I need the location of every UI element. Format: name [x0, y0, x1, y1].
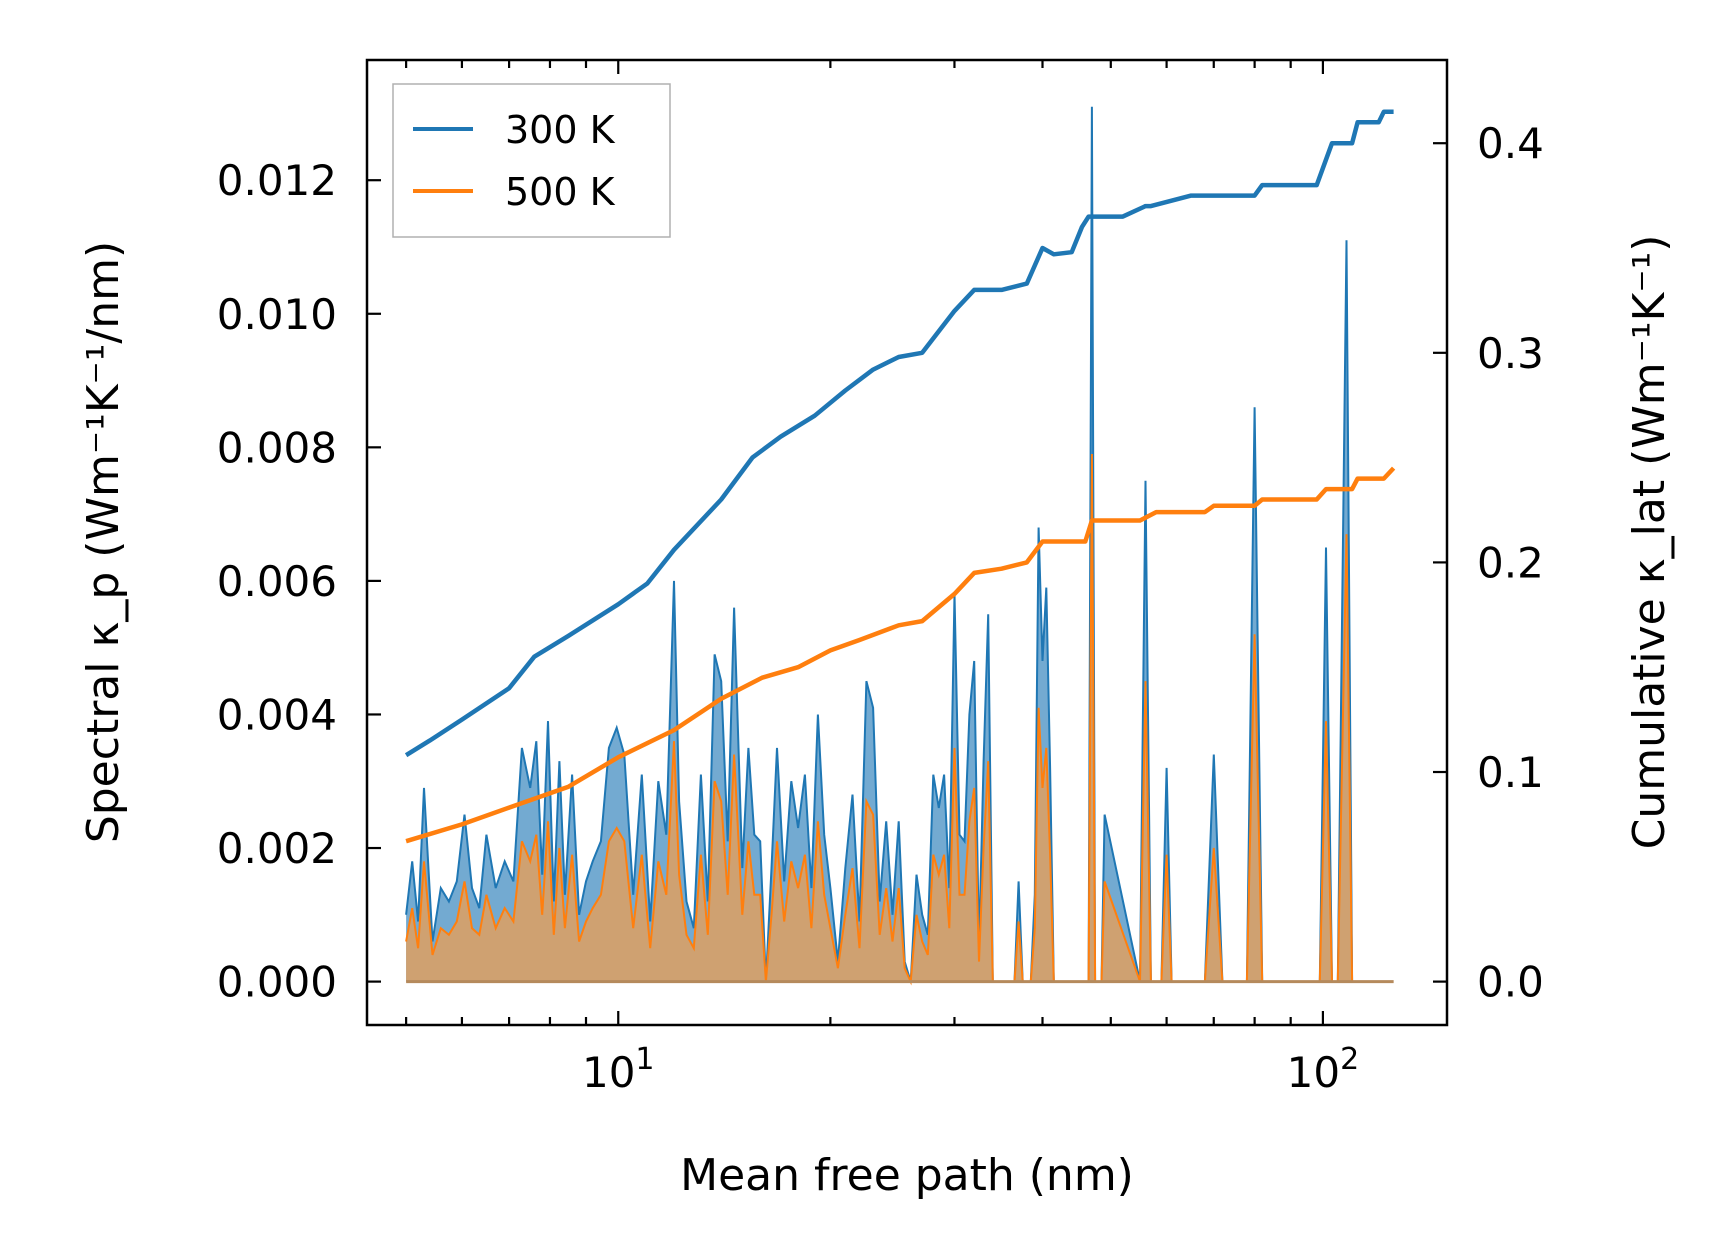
y-right-tick-label: 0.3: [1477, 329, 1544, 378]
axis-ticks: [367, 60, 1447, 1025]
spectral-line-500k: [405, 453, 1354, 986]
x-tick-label-exp: 2: [1340, 1042, 1359, 1077]
cumulative-line-500k: [405, 466, 1396, 844]
legend-label-300k: 300 K: [505, 108, 616, 152]
x-tick-label-base: 10: [1287, 1048, 1340, 1097]
y-axis-left-label: Spectral κ_p (Wm⁻¹K⁻¹/nm): [78, 241, 129, 843]
tick-labels: 101 1020.0000.0020.0040.0060.0080.0100.01…: [217, 119, 1544, 1097]
y-right-tick-label: 0.0: [1477, 958, 1544, 1007]
legend-label-500k: 500 K: [505, 170, 616, 214]
y-right-tick-label: 0.4: [1477, 119, 1544, 168]
spectral-fills: [405, 106, 1394, 986]
cumulative-line-300k: [404, 109, 1394, 758]
y-right-tick-label: 0.1: [1477, 748, 1544, 797]
y-left-tick-label: 0.002: [217, 824, 337, 873]
y-left-tick-label: 0.004: [217, 690, 337, 739]
spectral-area-500k: [406, 454, 1353, 982]
plot-frame: [365, 58, 1449, 1027]
y-axis-right-label: Cumulative κ_lat (Wm⁻¹K⁻¹): [1624, 235, 1675, 850]
y-left-tick-label: 0.000: [217, 958, 337, 1007]
y-left-tick-label: 0.006: [217, 557, 337, 606]
y-right-tick-label: 0.2: [1477, 538, 1544, 587]
x-tick-label-exp: 1: [635, 1042, 654, 1077]
legend: 300 K 500 K: [392, 83, 671, 238]
y-left-tick-label: 0.008: [217, 423, 337, 472]
x-tick-label: 102: [1287, 1042, 1360, 1097]
x-tick-label-base: 10: [582, 1048, 635, 1097]
x-tick-label: 101: [582, 1042, 655, 1097]
legend-box: [392, 83, 671, 238]
series-lines: [404, 109, 1396, 844]
y-left-tick-label: 0.010: [217, 290, 337, 339]
x-axis-label: Mean free path (nm): [680, 1150, 1134, 1201]
y-left-tick-label: 0.012: [217, 156, 337, 205]
